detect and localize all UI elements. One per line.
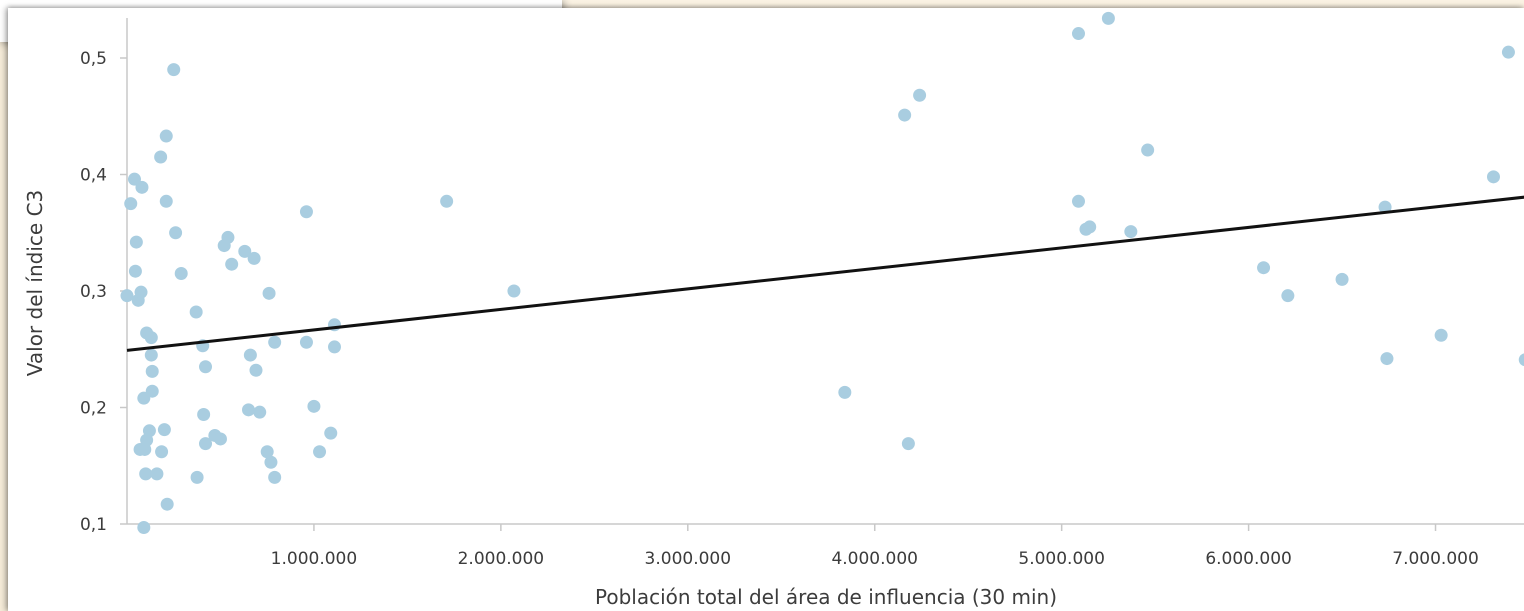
data-point xyxy=(1281,289,1295,303)
data-point xyxy=(139,467,153,481)
y-tick-label: 0,5 xyxy=(80,49,107,69)
data-point xyxy=(144,331,158,345)
data-point xyxy=(124,197,138,211)
data-point xyxy=(129,235,143,249)
x-axis-title: Población total del área de influencia (… xyxy=(595,585,1057,609)
data-point xyxy=(137,520,151,534)
data-point xyxy=(145,364,159,378)
data-point xyxy=(167,63,181,77)
trendline xyxy=(126,195,1524,352)
x-tick-label: 7.000.000 xyxy=(1392,549,1479,569)
data-point xyxy=(1335,272,1349,286)
data-point xyxy=(145,384,159,398)
data-point xyxy=(1380,352,1394,366)
data-point xyxy=(1083,220,1097,234)
y-tick-label: 0,3 xyxy=(80,282,107,302)
chart-panel xyxy=(8,8,1524,611)
data-point xyxy=(313,445,327,459)
data-point xyxy=(199,360,213,374)
y-tick-label: 0,2 xyxy=(80,399,107,419)
data-point xyxy=(249,363,263,377)
y-axis-title: Valor del índice C3 xyxy=(23,190,47,377)
data-point xyxy=(169,226,183,240)
data-point xyxy=(120,289,134,303)
data-point xyxy=(262,286,276,300)
data-point xyxy=(1141,143,1155,157)
tick-labels: 0,1 0,2 0,3 0,4 0,5 1.000.000 2.000.000 3.000.0… xyxy=(80,49,1479,569)
data-point xyxy=(154,150,168,164)
axes xyxy=(120,18,1524,531)
data-point xyxy=(1486,170,1500,184)
data-point xyxy=(242,403,256,417)
data-point xyxy=(268,335,282,349)
data-point xyxy=(157,423,171,437)
data-point xyxy=(838,385,852,399)
data-point xyxy=(155,445,169,459)
x-tick-label: 2.000.000 xyxy=(458,549,545,569)
data-point xyxy=(134,285,148,299)
data-point xyxy=(307,399,321,413)
data-point xyxy=(174,267,188,281)
data-point xyxy=(225,257,239,271)
data-point xyxy=(144,348,158,362)
x-tick-label: 3.000.000 xyxy=(645,549,732,569)
data-point xyxy=(898,108,912,122)
data-point xyxy=(1434,328,1448,342)
data-point xyxy=(247,251,261,265)
data-point xyxy=(268,470,282,484)
data-point xyxy=(324,426,338,440)
data-point xyxy=(189,305,203,319)
data-point xyxy=(135,180,149,194)
data-point xyxy=(299,335,313,349)
data-point xyxy=(197,407,211,421)
data-point xyxy=(1101,11,1115,25)
data-point xyxy=(160,497,174,511)
data-point xyxy=(199,437,213,451)
data-point xyxy=(221,230,235,244)
data-point xyxy=(507,284,521,298)
data-point xyxy=(1518,353,1524,367)
data-point xyxy=(440,194,454,208)
data-point xyxy=(901,437,915,451)
data-point xyxy=(1071,27,1085,41)
data-point xyxy=(213,432,227,446)
data-point xyxy=(264,455,278,469)
y-tick-label: 0,4 xyxy=(80,166,107,186)
data-point xyxy=(1378,200,1392,214)
data-point xyxy=(238,244,252,258)
data-point xyxy=(150,467,164,481)
trendline-layer xyxy=(126,195,1524,352)
data-point xyxy=(159,129,173,143)
data-point xyxy=(1501,45,1515,59)
data-point xyxy=(1124,225,1138,239)
data-point xyxy=(190,470,204,484)
y-tick-label: 0,1 xyxy=(80,515,107,535)
x-tick-label: 5.000.000 xyxy=(1018,549,1105,569)
data-point xyxy=(159,194,173,208)
data-point xyxy=(253,405,267,419)
data-point xyxy=(128,264,142,278)
data-point xyxy=(243,348,257,362)
data-point xyxy=(260,445,274,459)
x-tick-label: 6.000.000 xyxy=(1205,549,1292,569)
x-tick-label: 4.000.000 xyxy=(831,549,918,569)
data-point xyxy=(327,340,341,354)
x-tick-label: 1.000.000 xyxy=(271,549,358,569)
data-point xyxy=(1257,261,1271,275)
data-point xyxy=(299,205,313,219)
data-point xyxy=(913,88,927,102)
data-point xyxy=(142,424,156,438)
data-point xyxy=(1071,194,1085,208)
